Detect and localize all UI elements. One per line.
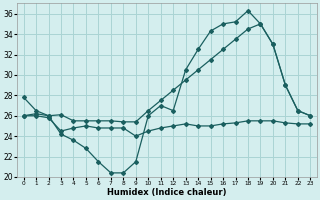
X-axis label: Humidex (Indice chaleur): Humidex (Indice chaleur) bbox=[107, 188, 227, 197]
